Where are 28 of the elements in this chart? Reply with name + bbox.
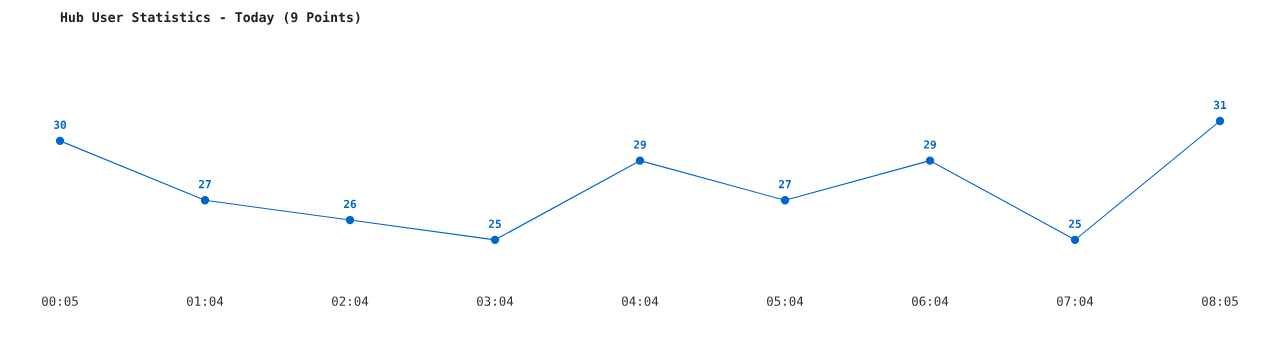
point bbox=[490, 235, 500, 245]
data-label: 30 bbox=[53, 120, 67, 129]
data-label: 25 bbox=[488, 219, 501, 228]
x-tick-label: 05:04 bbox=[767, 296, 804, 306]
data-label: 29 bbox=[923, 140, 936, 149]
point bbox=[55, 136, 65, 146]
point bbox=[1070, 235, 1080, 245]
point bbox=[200, 196, 210, 205]
data-label: 27 bbox=[778, 179, 791, 189]
x-tick-label: 06:04 bbox=[912, 296, 949, 306]
point bbox=[780, 196, 790, 205]
data-label: 26 bbox=[343, 199, 357, 209]
x-tick-label: 07:04 bbox=[1057, 296, 1094, 306]
point bbox=[345, 215, 355, 225]
data-label: 25 bbox=[1068, 219, 1081, 228]
data-label: 31 bbox=[1213, 100, 1227, 110]
chart-title: Hub User Statistics - Today (9 Points) bbox=[60, 11, 360, 25]
x-tick-label: 03:04 bbox=[477, 296, 514, 306]
point bbox=[635, 156, 645, 165]
point bbox=[1215, 116, 1225, 126]
x-tick-label: 00:05 bbox=[42, 296, 78, 306]
point bbox=[925, 156, 935, 165]
x-tick-label: 01:04 bbox=[187, 296, 224, 306]
x-tick-label: 04:04 bbox=[622, 296, 659, 306]
data-label: 27 bbox=[198, 179, 211, 189]
x-tick-label: 08:05 bbox=[1202, 296, 1238, 306]
data-label: 29 bbox=[633, 140, 646, 149]
x-tick-label: 02:04 bbox=[332, 296, 369, 306]
